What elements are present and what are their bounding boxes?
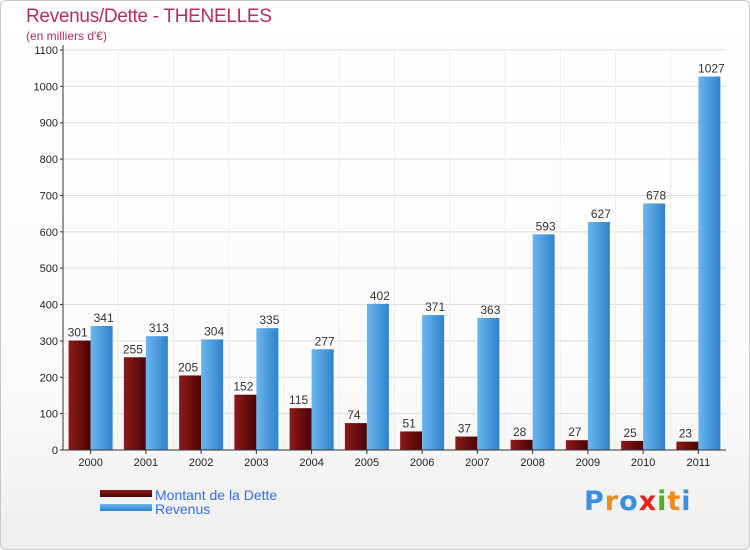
data-label-dette-2008: 28 [513,425,527,439]
bar-revenus-2005 [366,303,389,450]
data-label-revenus-2005: 402 [370,289,390,303]
y-tick-label: 700 [40,190,58,202]
x-tick-label: 2006 [410,457,434,469]
y-tick-label: 900 [40,118,58,130]
data-label-revenus-2006: 371 [425,300,445,314]
legend-swatch-revenus [100,504,152,511]
data-label-dette-2005: 74 [347,408,361,422]
y-tick-label: 100 [40,409,58,421]
x-tick-label: 2003 [244,457,268,469]
data-label-dette-2009: 27 [568,425,582,439]
bar-revenus-2010 [643,203,666,450]
bar-dette-2000 [68,340,91,450]
y-tick-label: 400 [40,300,58,312]
x-tick-label: 2000 [78,457,102,469]
bar-revenus-2011 [698,76,721,450]
bar-revenus-2006 [422,315,445,450]
y-tick-label: 1100 [34,45,58,57]
x-tick-label: 2005 [355,457,379,469]
bar-dette-2006 [400,431,423,450]
x-tick-label: 2008 [520,457,544,469]
data-label-revenus-2000: 341 [94,311,114,325]
data-label-dette-2003: 152 [233,380,253,394]
y-tick-label: 300 [40,336,58,348]
bar-revenus-2008 [532,234,555,450]
data-label-revenus-2003: 335 [259,313,279,327]
legend-swatch-dette [100,490,152,497]
x-tick-label: 2001 [134,457,158,469]
bar-dette-2009 [565,440,588,450]
bar-dette-2008 [510,439,533,450]
data-label-dette-2010: 25 [623,426,637,440]
bar-dette-2011 [676,441,699,450]
logo-letter: r [604,486,620,517]
data-label-revenus-2007: 363 [480,303,500,317]
bar-dette-2010 [621,440,644,450]
data-label-revenus-2002: 304 [204,324,224,338]
bar-revenus-2003 [256,328,279,450]
x-tick-label: 2011 [687,457,711,469]
bar-revenus-2009 [587,222,610,450]
bar-dette-2001 [123,357,146,450]
chart-subtitle: (en milliers d'€) [26,29,107,43]
x-tick-label: 2004 [299,457,323,469]
data-label-dette-2006: 51 [402,416,416,430]
logo-letter: i [657,486,668,517]
y-tick-label: 1000 [34,81,58,93]
bar-dette-2002 [179,375,202,450]
data-label-dette-2004: 115 [289,393,308,407]
data-label-dette-2002: 205 [178,360,198,374]
legend-label-dette: Montant de la Dette [155,487,278,503]
bar-dette-2004 [289,408,312,450]
x-tick-label: 2009 [576,457,600,469]
bar-revenus-2007 [477,318,500,450]
bar-dette-2003 [234,394,257,450]
bar-revenus-2001 [145,336,168,450]
y-tick-label: 600 [40,227,58,239]
logo-letter: i [681,486,692,517]
y-tick-label: 500 [40,263,58,275]
y-tick-label: 800 [40,154,58,166]
y-tick-label: 200 [40,372,58,384]
x-tick-label: 2002 [189,457,213,469]
x-tick-label: 2007 [465,457,489,469]
data-label-revenus-2011: 1027 [698,62,725,76]
bar-revenus-2002 [201,339,224,450]
logo-letter: x [638,486,658,517]
data-label-revenus-2001: 313 [149,321,169,335]
logo-letter: t [667,486,682,517]
data-label-revenus-2008: 593 [536,219,556,233]
bar-dette-2005 [344,423,367,450]
bar-revenus-2000 [90,326,113,450]
logo-letter: P [584,486,605,517]
chart-title: Revenus/Dette - THENELLES [26,6,272,27]
data-label-revenus-2009: 627 [591,207,611,221]
data-label-revenus-2010: 678 [646,188,666,202]
bar-revenus-2004 [311,349,334,450]
data-label-revenus-2004: 277 [315,334,335,348]
bar-dette-2007 [455,436,478,450]
data-label-dette-2011: 23 [679,427,693,441]
legend-label-revenus: Revenus [155,501,211,517]
data-label-dette-2007: 37 [458,422,472,436]
y-tick-label: 0 [52,445,58,457]
x-tick-label: 2010 [631,457,655,469]
data-label-dette-2000: 301 [68,326,88,340]
data-label-dette-2001: 255 [123,342,143,356]
proxiti-logo: Proxiti [584,486,692,517]
logo-letter: o [619,486,639,517]
